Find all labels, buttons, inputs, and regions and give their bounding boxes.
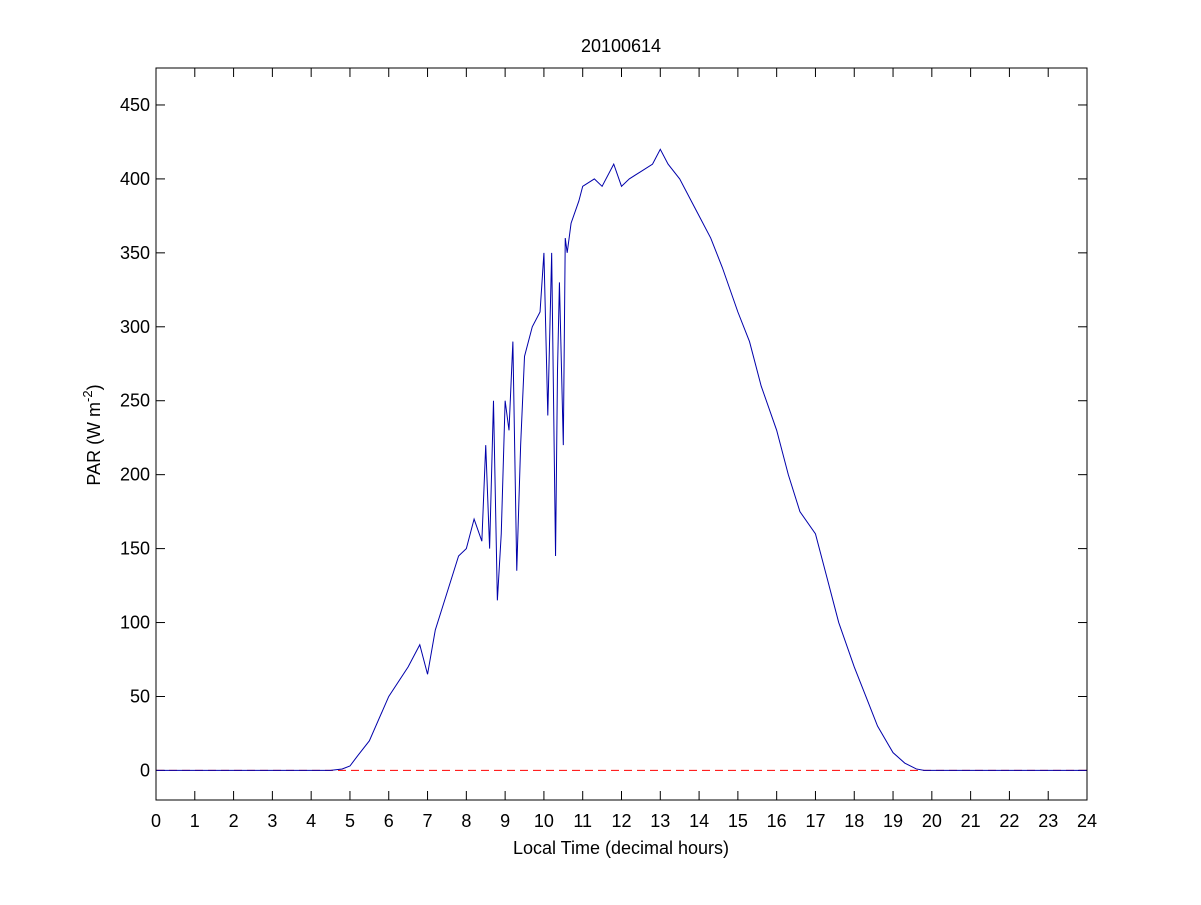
- x-tick-label: 13: [650, 811, 670, 831]
- y-tick-label: 200: [120, 465, 150, 485]
- x-tick-label: 8: [461, 811, 471, 831]
- plot-frame: [155, 67, 1088, 801]
- chart-title: 20100614: [581, 36, 661, 56]
- x-axis-label: Local Time (decimal hours): [513, 838, 729, 858]
- x-tick-label: 17: [805, 811, 825, 831]
- y-label-end: ): [84, 384, 104, 390]
- x-tick-label: 3: [267, 811, 277, 831]
- x-tick-label: 19: [883, 811, 903, 831]
- data-line: [156, 148, 1087, 771]
- y-tick-label: 350: [120, 243, 150, 263]
- x-tick-label: 10: [534, 811, 554, 831]
- y-tick-label: 300: [120, 317, 150, 337]
- x-tick-label: 5: [345, 811, 355, 831]
- x-tick-label: 2: [229, 811, 239, 831]
- x-tick-label: 6: [384, 811, 394, 831]
- x-tick-label: 11: [573, 811, 592, 831]
- x-tick-label: 21: [961, 811, 981, 831]
- x-tick-label: 7: [423, 811, 433, 831]
- x-tick-label: 22: [999, 811, 1019, 831]
- x-tick-label: 24: [1077, 811, 1097, 831]
- x-tick-label: 20: [922, 811, 942, 831]
- y-tick-label: 450: [120, 95, 150, 115]
- x-tick-label: 9: [500, 811, 510, 831]
- y-tick-label: 400: [120, 169, 150, 189]
- x-tick-label: 4: [306, 811, 316, 831]
- x-tick-label: 15: [728, 811, 748, 831]
- y-tick-label: 250: [120, 391, 150, 411]
- y-tick-label: 0: [140, 760, 150, 780]
- y-label-text: PAR (W m: [84, 402, 104, 486]
- x-tick-label: 1: [190, 811, 200, 831]
- x-tick-label: 18: [844, 811, 864, 831]
- y-tick-label: 100: [120, 613, 150, 633]
- y-tick-label: 150: [120, 539, 150, 559]
- x-tick-label: 23: [1038, 811, 1058, 831]
- y-label-sup: -2: [80, 390, 95, 402]
- x-tick-label: 16: [767, 811, 787, 831]
- x-tick-label: 14: [689, 811, 709, 831]
- y-tick-label: 50: [130, 686, 150, 706]
- x-tick-label: 12: [611, 811, 631, 831]
- x-tick-label: 0: [151, 811, 161, 831]
- y-axis-label: PAR (W m-2): [80, 384, 104, 485]
